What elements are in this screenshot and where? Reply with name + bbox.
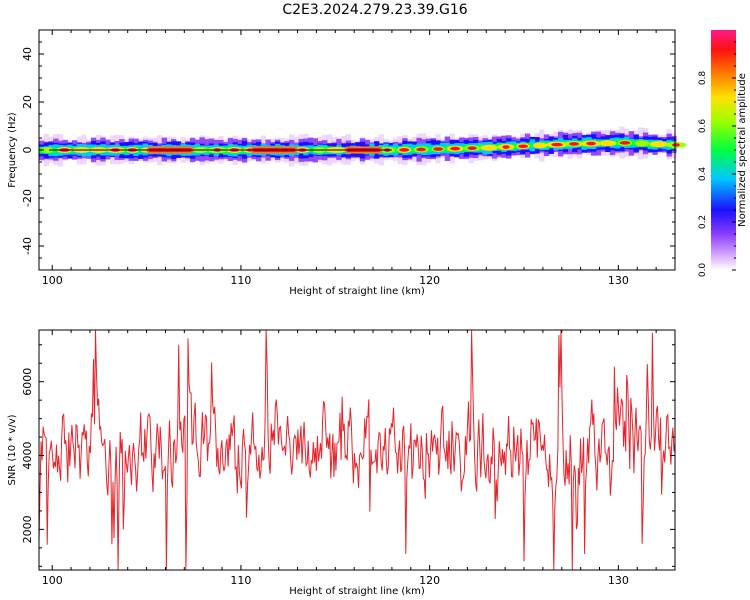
spectrogram-cell (450, 146, 461, 151)
spectrogram-cell (41, 147, 54, 153)
spectrogram-cell (502, 145, 510, 149)
spectrogram-cell (433, 147, 444, 151)
colorbar-tick-label: 0.2 (698, 215, 708, 229)
spectrogram-y-tick-label: -40 (21, 237, 34, 255)
spectrogram-y-tick-label: 40 (21, 47, 34, 61)
snr-plot-area (39, 330, 675, 570)
spectrogram-cell (416, 147, 427, 152)
figure-title: C2E3.2024.279.23.39.G16 (282, 2, 468, 18)
colorbar-tick-label: 0.8 (698, 71, 708, 86)
colorbar-tick-label: 0.4 (698, 167, 708, 182)
spectrogram-cell (518, 144, 529, 149)
snr-y-tick-label: 4000 (21, 442, 34, 470)
spectrogram-cell (480, 144, 498, 151)
spectrogram-cell (634, 140, 650, 147)
spectrogram-cell (425, 146, 432, 152)
spectrogram-y-tick-label: -20 (21, 189, 34, 207)
spectrogram-y-tick-label: 20 (21, 95, 34, 109)
colorbar-tick-label: 0.0 (698, 263, 708, 278)
spectrogram-cell (586, 141, 596, 146)
colorbar: 0.0 0.2 0.4 0.6 0.8 Normalized spectral ampl… (698, 30, 748, 277)
spectrogram-y-axis-label: Frequency (Hz) (7, 112, 18, 188)
snr-y-axis-label: SNR (10 * v/v) (7, 414, 18, 485)
spectrogram-x-axis-label: Height of straight line (km) (289, 286, 425, 297)
spectrogram-x-tick-label: 110 (230, 274, 251, 287)
colorbar-gradient (711, 30, 736, 270)
colorbar-label: Normalized spectral amplitude (737, 73, 748, 227)
snr-frame (38, 329, 676, 571)
spectrogram-x-tick-label: 100 (42, 274, 63, 287)
spectrogram-panel: 100 110 120 130 -40 -20 0 20 40 Height of straig… (7, 29, 687, 297)
spectrogram-cell (569, 142, 579, 146)
spectrogram-cell (533, 142, 548, 149)
spectrogram-y-tick-label: 0 (21, 147, 34, 154)
spectrogram-cell (529, 143, 536, 148)
snr-axes: 100 110 120 130 2000 4000 6000 (21, 330, 676, 587)
spectrogram-cell (672, 143, 680, 147)
spectrogram-x-tick-label: 120 (419, 274, 440, 287)
colorbar-ticks: 0.0 0.2 0.4 0.6 0.8 (698, 41, 736, 278)
spectrogram-cell (399, 148, 410, 152)
spectrogram-cell (619, 141, 631, 145)
snr-panel: 100 110 120 130 2000 4000 6000 Height of strai… (7, 329, 676, 597)
snr-series-line (39, 330, 675, 570)
spectrogram-cell (649, 141, 669, 148)
snr-x-tick-label: 120 (419, 574, 440, 587)
spectrogram-cell (614, 139, 620, 146)
snr-x-tick-label: 100 (42, 574, 63, 587)
snr-x-axis-label: Height of straight line (km) (289, 586, 425, 597)
spectrogram-cell (599, 140, 617, 147)
spectrogram-heatmap (39, 126, 687, 167)
snr-y-tick-label: 6000 (21, 368, 34, 396)
snr-y-tick-label: 2000 (21, 515, 34, 543)
snr-x-tick-label: 130 (608, 574, 629, 587)
spectrogram-cell (467, 146, 477, 150)
spectrogram-axes: 100 110 120 130 -40 -20 0 20 40 (21, 29, 676, 287)
spectrogram-x-tick-label: 130 (608, 274, 629, 287)
snr-x-tick-label: 110 (230, 574, 251, 587)
spectrogram-cell (551, 142, 563, 147)
colorbar-tick-label: 0.6 (698, 119, 708, 134)
